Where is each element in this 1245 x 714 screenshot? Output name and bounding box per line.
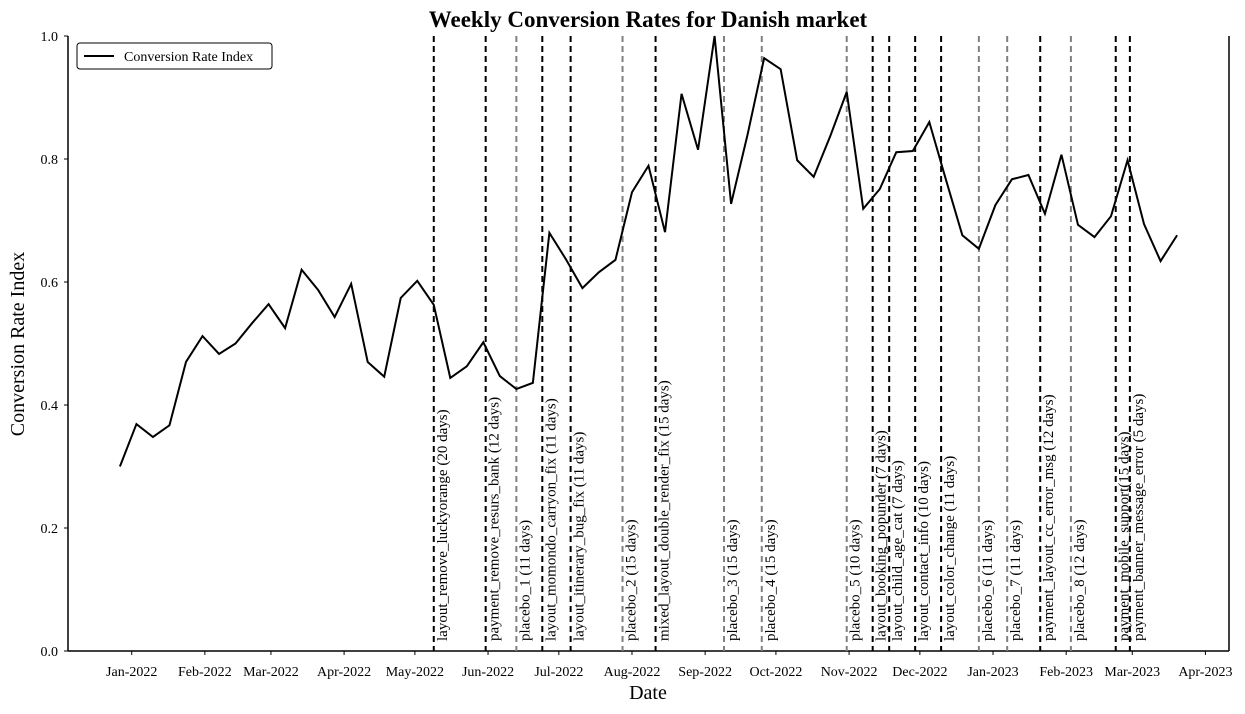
event-label: payment_banner_message_error (5 days): [1131, 394, 1147, 641]
x-tick-label: May-2022: [386, 665, 444, 680]
event-label: placebo_6 (11 days): [980, 520, 996, 641]
y-tick-label: 0.4: [41, 399, 59, 414]
event-label: layout_color_change (11 days): [942, 456, 958, 641]
event-label: placebo_7 (11 days): [1008, 520, 1024, 641]
event-label: payment_mobile_support(15 days): [1117, 431, 1133, 641]
y-tick-label: 0.2: [41, 522, 59, 537]
x-tick-label: Aug-2022: [604, 665, 661, 680]
x-tick-label: Jan-2023: [967, 665, 1018, 680]
event-label: placebo_8 (12 days): [1072, 519, 1088, 641]
event-label: layout_remove_luckyorange (20 days): [435, 409, 451, 641]
x-tick-label: Mar-2022: [243, 665, 299, 680]
event-label: placebo_1 (11 days): [517, 520, 533, 641]
event-label: payment_layout_cc_error_msg (12 days): [1041, 394, 1057, 641]
x-tick-label: Apr-2023: [1178, 665, 1232, 680]
x-tick-label: Apr-2022: [317, 665, 371, 680]
x-tick-label: Sep-2022: [678, 665, 732, 680]
x-tick-label: Feb-2023: [1039, 665, 1093, 680]
y-tick-label: 0.6: [41, 276, 59, 291]
x-tick-label: Dec-2022: [892, 665, 947, 680]
y-axis-label: Conversion Rate Index: [7, 252, 29, 436]
y-tick-label: 1.0: [41, 30, 59, 45]
x-tick-label: Jan-2022: [106, 665, 157, 680]
event-label: placebo_3 (15 days): [725, 519, 741, 641]
legend-label: Conversion Rate Index: [124, 50, 253, 65]
x-tick-label: Jul-2022: [534, 665, 583, 680]
event-label: layout_itinerary_bug_fix (11 days): [572, 432, 588, 641]
event-label: placebo_4 (15 days): [763, 519, 779, 641]
x-tick-label: Nov-2022: [821, 665, 878, 680]
event-label: payment_remove_resurs_bank (12 days): [487, 397, 503, 641]
event-label: layout_booking_popunder (7 days): [874, 430, 890, 641]
x-tick-label: Jun-2022: [462, 665, 514, 680]
x-axis-label: Date: [629, 682, 667, 704]
x-tick-label: Oct-2022: [749, 665, 802, 680]
y-tick-label: 0.8: [41, 153, 59, 168]
y-tick-label: 0.0: [41, 645, 59, 660]
event-label: placebo_2 (15 days): [624, 519, 640, 641]
x-tick-label: Feb-2022: [178, 665, 232, 680]
event-label: mixed_layout_double_render_fix (15 days): [657, 380, 673, 641]
data-line: [118, 35, 1178, 467]
event-label: layout_contact_info (10 days): [916, 461, 932, 641]
legend: Conversion Rate Index: [76, 42, 273, 70]
x-tick-label: Mar-2023: [1104, 665, 1160, 680]
event-label: layout_child_age_cat (7 days): [890, 460, 906, 641]
event-label: placebo_5 (10 days): [848, 519, 864, 641]
legend-box: [76, 42, 273, 70]
chart-title: Weekly Conversion Rates for Danish marke…: [429, 7, 868, 32]
event-label: layout_momondo_carryon_fix (11 days): [543, 398, 559, 641]
